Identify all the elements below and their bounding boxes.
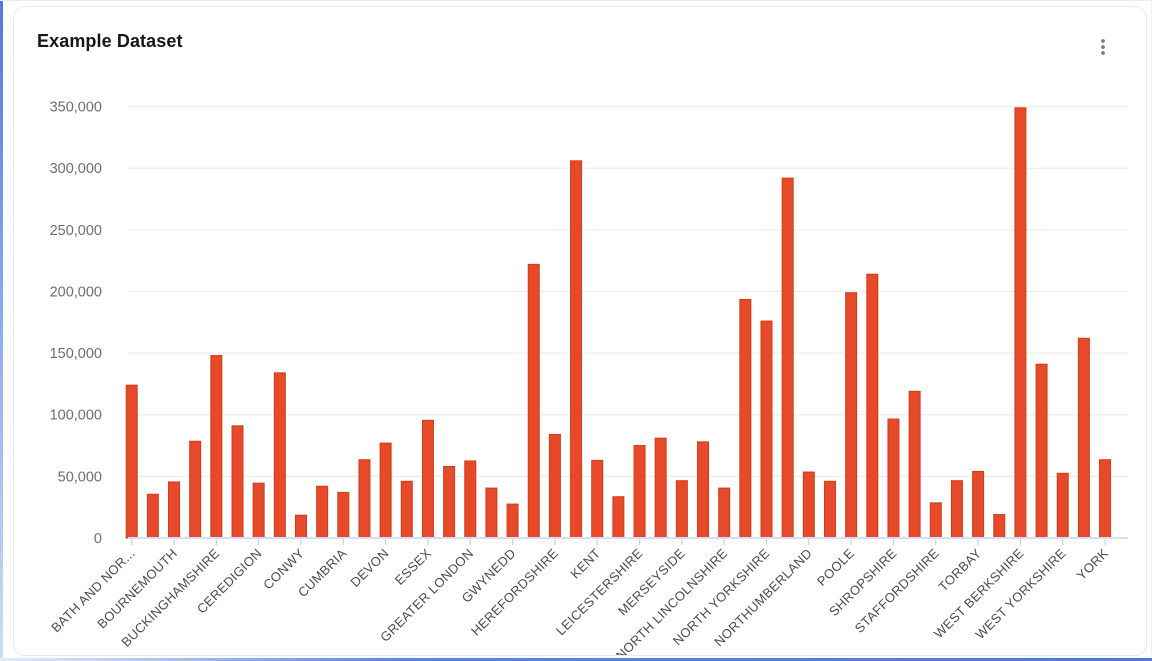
svg-text:YORK: YORK (1074, 545, 1112, 583)
page-edge-bottom (0, 658, 1152, 661)
kebab-menu-icon (1101, 39, 1105, 55)
svg-text:100,000: 100,000 (50, 408, 102, 424)
bar-chart: 0 50,000 100,000 150,000 200,000 250,000 300,0… (48, 100, 1128, 655)
svg-text:KENT: KENT (567, 546, 603, 582)
chart-card-header: Example Dataset (14, 7, 1146, 79)
svg-text:DEVON: DEVON (347, 546, 391, 590)
chart-card: Example Dataset 0 50,000 100,000 150,000 200… (13, 6, 1147, 656)
chart-title: Example Dataset (37, 31, 183, 51)
svg-text:300,000: 300,000 (50, 161, 102, 177)
svg-text:ESSEX: ESSEX (392, 545, 434, 587)
page-edge-top (0, 0, 1152, 1)
page-edge-left (0, 0, 3, 661)
kebab-menu-button[interactable] (1090, 33, 1116, 61)
svg-text:250,000: 250,000 (50, 223, 102, 239)
svg-text:150,000: 150,000 (50, 346, 102, 362)
svg-text:350,000: 350,000 (50, 100, 102, 116)
svg-text:200,000: 200,000 (50, 284, 102, 300)
svg-text:0: 0 (94, 531, 102, 547)
svg-text:STAFFORDSHIRE: STAFFORDSHIRE (852, 545, 942, 635)
svg-text:BOURNEMOUTH: BOURNEMOUTH (94, 546, 180, 632)
svg-text:50,000: 50,000 (58, 469, 102, 485)
